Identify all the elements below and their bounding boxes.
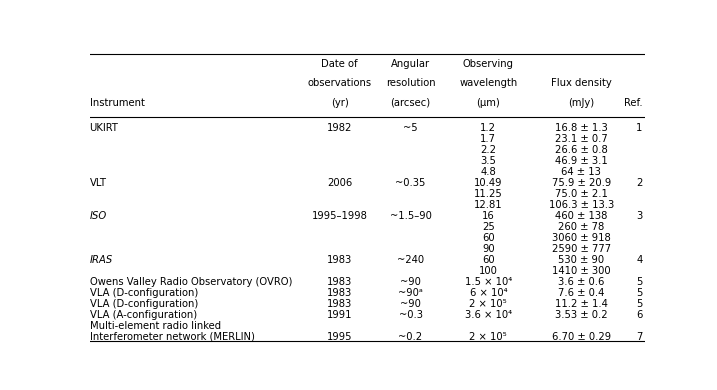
Text: 460 ± 138: 460 ± 138 (555, 211, 607, 221)
Text: Date of: Date of (321, 59, 358, 69)
Text: 2590 ± 777: 2590 ± 777 (552, 244, 611, 254)
Text: 260 ± 78: 260 ± 78 (559, 222, 604, 232)
Text: (mJy): (mJy) (569, 98, 594, 108)
Text: VLA (A-configuration): VLA (A-configuration) (90, 310, 196, 320)
Text: 1983: 1983 (327, 277, 352, 287)
Text: 3: 3 (636, 211, 642, 221)
Text: resolution: resolution (386, 78, 435, 88)
Text: 16: 16 (482, 211, 495, 221)
Text: ~90ᵃ: ~90ᵃ (398, 288, 423, 298)
Text: 6: 6 (636, 310, 642, 320)
Text: VLA (D-configuration): VLA (D-configuration) (90, 299, 198, 309)
Text: Ref.: Ref. (624, 98, 642, 108)
Text: 3.5: 3.5 (480, 156, 496, 166)
Text: (arcsec): (arcsec) (391, 98, 431, 108)
Text: 1: 1 (636, 123, 642, 133)
Text: 60: 60 (482, 233, 495, 243)
Text: 11.2 ± 1.4: 11.2 ± 1.4 (555, 299, 608, 309)
Text: ~0.3: ~0.3 (399, 310, 422, 320)
Text: Multi-element radio linked: Multi-element radio linked (90, 321, 221, 331)
Text: 4.8: 4.8 (480, 167, 496, 177)
Text: wavelength: wavelength (459, 78, 518, 88)
Text: 106.3 ± 13.3: 106.3 ± 13.3 (549, 200, 614, 210)
Text: 75.0 ± 2.1: 75.0 ± 2.1 (555, 189, 608, 199)
Text: 3.6 × 10⁴: 3.6 × 10⁴ (465, 310, 512, 320)
Text: ~1.5–90: ~1.5–90 (389, 211, 432, 221)
Text: 2: 2 (636, 178, 642, 188)
Text: 1983: 1983 (327, 299, 352, 309)
Text: VLT: VLT (90, 178, 107, 188)
Text: 90: 90 (482, 244, 495, 254)
Text: observations: observations (308, 78, 371, 88)
Text: IRAS: IRAS (90, 255, 113, 265)
Text: 5: 5 (636, 299, 642, 309)
Text: 1982: 1982 (327, 123, 352, 133)
Text: 3060 ± 918: 3060 ± 918 (552, 233, 611, 243)
Text: 3.6 ± 0.6: 3.6 ± 0.6 (559, 277, 604, 287)
Text: ~240: ~240 (397, 255, 424, 265)
Text: 64 ± 13: 64 ± 13 (561, 167, 602, 177)
Text: 2006: 2006 (327, 178, 352, 188)
Text: 12.81: 12.81 (474, 200, 503, 210)
Text: Angular: Angular (391, 59, 430, 69)
Text: 1.5 × 10⁴: 1.5 × 10⁴ (465, 277, 512, 287)
Text: ~0.35: ~0.35 (395, 178, 426, 188)
Text: 1983: 1983 (327, 255, 352, 265)
Text: 7: 7 (636, 332, 642, 342)
Text: 530 ± 90: 530 ± 90 (559, 255, 604, 265)
Text: 11.25: 11.25 (474, 189, 503, 199)
Text: ISO: ISO (90, 211, 107, 221)
Text: 25: 25 (482, 222, 495, 232)
Text: 1.7: 1.7 (480, 134, 496, 144)
Text: 2 × 10⁵: 2 × 10⁵ (470, 299, 507, 309)
Text: Interferometer network (MERLIN): Interferometer network (MERLIN) (90, 332, 255, 342)
Text: UKIRT: UKIRT (90, 123, 118, 133)
Text: Owens Valley Radio Observatory (OVRO): Owens Valley Radio Observatory (OVRO) (90, 277, 292, 287)
Text: 2 × 10⁵: 2 × 10⁵ (470, 332, 507, 342)
Text: 2.2: 2.2 (480, 145, 496, 155)
Text: 26.6 ± 0.8: 26.6 ± 0.8 (555, 145, 608, 155)
Text: (μm): (μm) (477, 98, 500, 108)
Text: ~90: ~90 (400, 277, 421, 287)
Text: 6.70 ± 0.29: 6.70 ± 0.29 (552, 332, 611, 342)
Text: 100: 100 (479, 266, 498, 276)
Text: (yr): (yr) (331, 98, 348, 108)
Text: 23.1 ± 0.7: 23.1 ± 0.7 (555, 134, 608, 144)
Text: 16.8 ± 1.3: 16.8 ± 1.3 (555, 123, 608, 133)
Text: 75.9 ± 20.9: 75.9 ± 20.9 (552, 178, 611, 188)
Text: 7.6 ± 0.4: 7.6 ± 0.4 (559, 288, 604, 298)
Text: ~5: ~5 (403, 123, 418, 133)
Text: 1991: 1991 (327, 310, 353, 320)
Text: 1995–1998: 1995–1998 (312, 211, 368, 221)
Text: 1.2: 1.2 (480, 123, 496, 133)
Text: 6 × 10⁴: 6 × 10⁴ (470, 288, 507, 298)
Text: 1410 ± 300: 1410 ± 300 (552, 266, 611, 276)
Text: 5: 5 (636, 277, 642, 287)
Text: 10.49: 10.49 (474, 178, 503, 188)
Text: Instrument: Instrument (90, 98, 145, 108)
Text: 60: 60 (482, 255, 495, 265)
Text: VLA (D-configuration): VLA (D-configuration) (90, 288, 198, 298)
Text: 4: 4 (636, 255, 642, 265)
Text: ~90: ~90 (400, 299, 421, 309)
Text: 3.53 ± 0.2: 3.53 ± 0.2 (555, 310, 608, 320)
Text: 1995: 1995 (327, 332, 353, 342)
Text: Flux density: Flux density (551, 78, 612, 88)
Text: 5: 5 (636, 288, 642, 298)
Text: 1983: 1983 (327, 288, 352, 298)
Text: Observing: Observing (462, 59, 514, 69)
Text: ~0.2: ~0.2 (399, 332, 422, 342)
Text: 46.9 ± 3.1: 46.9 ± 3.1 (555, 156, 608, 166)
